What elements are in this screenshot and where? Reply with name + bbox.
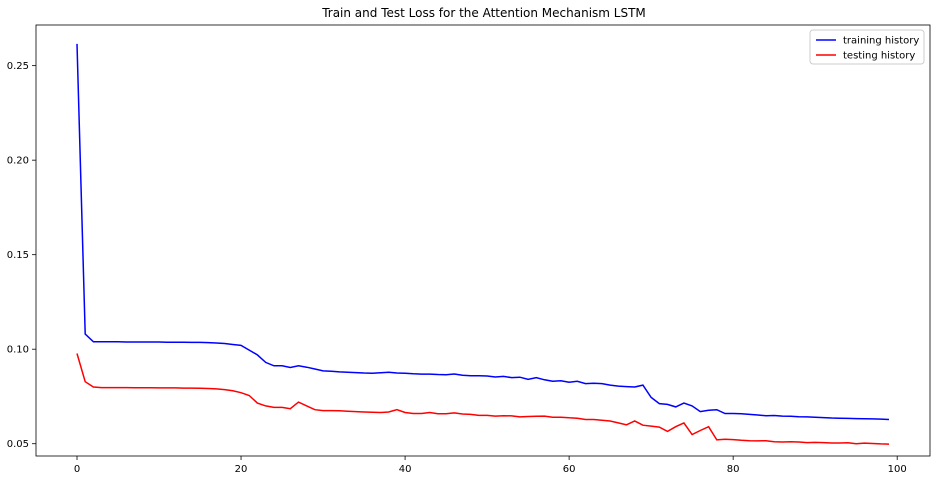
y-tick-label: 0.20 bbox=[7, 156, 29, 167]
series-line-testing bbox=[76, 353, 890, 445]
y-tick-label: 0.10 bbox=[7, 345, 29, 356]
x-tick-label: 0 bbox=[74, 464, 80, 475]
legend-box bbox=[809, 29, 925, 65]
axes bbox=[35, 24, 931, 457]
series-line-training bbox=[76, 43, 890, 421]
x-tick-label: 60 bbox=[563, 464, 576, 475]
y-tick-label: 0.25 bbox=[7, 61, 29, 72]
x-tick-label: 80 bbox=[727, 464, 740, 475]
y-tick-label: 0.15 bbox=[7, 250, 29, 261]
x-tick-label: 40 bbox=[399, 464, 412, 475]
y-tick-label: 0.05 bbox=[7, 439, 29, 450]
chart-title: Train and Test Loss for the Attention Me… bbox=[321, 6, 646, 20]
legend: training history testing history bbox=[809, 29, 925, 65]
legend-label: testing history bbox=[843, 51, 915, 62]
legend-label: training history bbox=[843, 36, 919, 47]
x-tick-label: 20 bbox=[235, 464, 248, 475]
plot-lines bbox=[76, 43, 890, 445]
tick-group: 0 20 40 60 80 100 0.05 0.10 0.15 0.20 0.25 bbox=[7, 61, 907, 475]
plot-frame bbox=[35, 24, 931, 457]
x-tick-label: 100 bbox=[888, 464, 907, 475]
